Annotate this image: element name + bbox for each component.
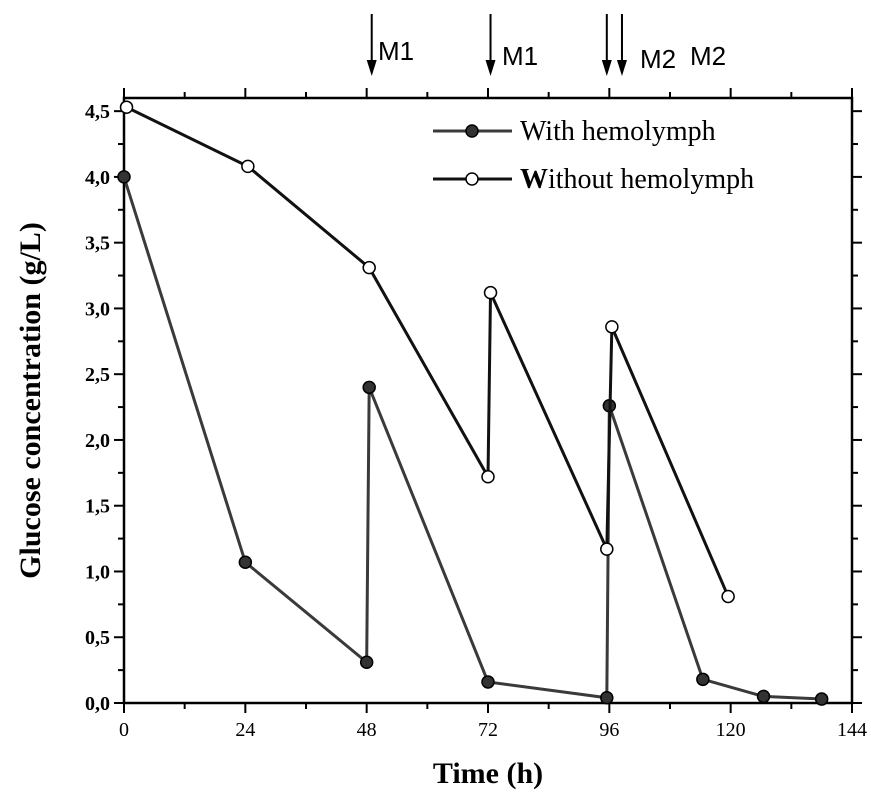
annotation-3: M2 <box>601 14 676 76</box>
y-tick-label: 4,0 <box>85 167 110 189</box>
axis-ticks: 0 24 48 72 96 120 144 0,0 0,5 1,0 1,5 2,0 2,5 3,0 3,5 4… <box>85 88 867 741</box>
legend-marker <box>465 172 479 186</box>
annotation-label: M1 <box>378 36 414 66</box>
data-point <box>721 589 735 604</box>
legend: With hemolymph Without hemolymph <box>433 116 754 195</box>
x-tick-label: 144 <box>837 719 867 741</box>
x-tick-label: 72 <box>478 719 498 741</box>
annotation-arrow-head <box>601 60 612 76</box>
data-point <box>814 692 829 706</box>
data-point <box>600 690 614 705</box>
annotations: M1 M1 M2 M2 <box>366 14 726 76</box>
x-tick-label: 0 <box>119 719 129 741</box>
annotation-label: M2 <box>690 41 726 71</box>
data-point <box>481 675 495 689</box>
data-point <box>241 159 255 174</box>
series-line <box>125 105 730 598</box>
annotation-label: M1 <box>502 41 538 71</box>
annotation-label: M2 <box>640 44 676 74</box>
data-point <box>481 470 495 484</box>
legend-label: With hemolymph <box>520 116 716 147</box>
data-point <box>362 260 376 275</box>
data-point <box>696 672 710 687</box>
y-tick-label: 2,5 <box>85 364 110 386</box>
data-point <box>359 655 374 669</box>
y-tick-label: 3,0 <box>85 298 110 320</box>
series-line <box>122 176 822 701</box>
legend-label: Without hemolymph <box>520 164 754 195</box>
data-point <box>605 320 619 334</box>
x-tick-label: 96 <box>599 719 619 741</box>
data-point <box>600 542 614 556</box>
data-point <box>483 285 498 300</box>
data-point <box>119 100 134 114</box>
y-tick-label: 1,0 <box>85 561 110 583</box>
y-tick-label: 4,5 <box>85 101 110 123</box>
data-point <box>238 555 253 570</box>
x-tick-label: 120 <box>716 719 746 741</box>
series-2 <box>119 100 735 604</box>
annotation-4: M2 <box>616 14 726 76</box>
x-axis-title: Time (h) <box>433 757 543 790</box>
annotation-arrow-head <box>366 60 377 76</box>
annotation-1: M1 <box>366 14 414 76</box>
annotation-arrow-head <box>616 60 627 76</box>
data-point <box>362 380 376 395</box>
y-tick-label: 1,5 <box>85 496 110 518</box>
series-1 <box>117 170 829 706</box>
data-point <box>117 170 131 184</box>
y-tick-label: 2,0 <box>85 430 110 452</box>
legend-marker <box>465 124 479 138</box>
series <box>117 100 829 706</box>
x-tick-label: 48 <box>357 719 377 741</box>
annotation-arrow-head <box>485 60 496 76</box>
y-tick-label: 3,5 <box>85 233 110 255</box>
y-tick-label: 0,0 <box>85 693 110 715</box>
x-tick-label: 24 <box>235 719 255 741</box>
data-point <box>756 689 771 704</box>
annotation-2: M1 <box>485 14 538 76</box>
y-axis-title: Glucose concentration (g/L) <box>14 222 47 579</box>
y-tick-label: 0,5 <box>85 627 110 649</box>
